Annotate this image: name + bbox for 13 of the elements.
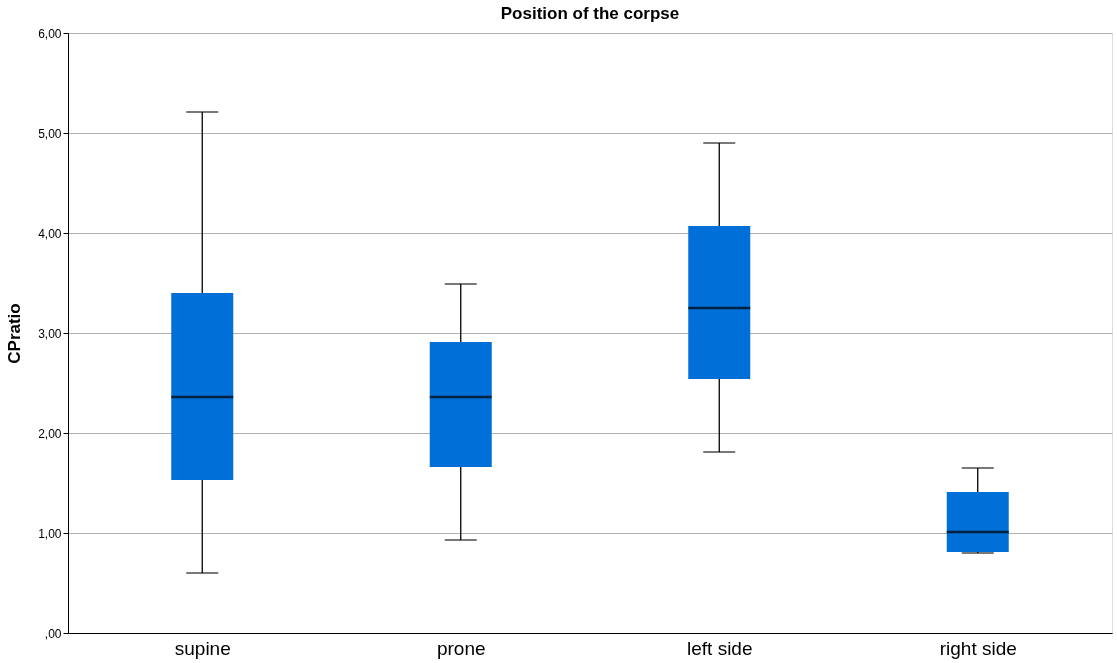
x-tick-label: prone — [436, 637, 486, 659]
x-tick-label: supine — [174, 637, 231, 659]
y-tick-label: 5,00 — [38, 126, 62, 141]
y-tick-label: 3,00 — [38, 326, 62, 341]
chart-title: Position of the corpse — [500, 4, 680, 23]
y-tick-label: ,00 — [44, 626, 62, 641]
y-tick-label: 1,00 — [38, 526, 62, 541]
x-tick-label: right side — [939, 637, 1017, 659]
x-tick-label: left side — [687, 637, 753, 659]
y-tick-label: 2,00 — [38, 426, 62, 441]
y-axis-title: CPratio — [5, 303, 25, 364]
y-tick-label: 6,00 — [38, 26, 62, 41]
y-tick-label: 4,00 — [38, 226, 62, 241]
